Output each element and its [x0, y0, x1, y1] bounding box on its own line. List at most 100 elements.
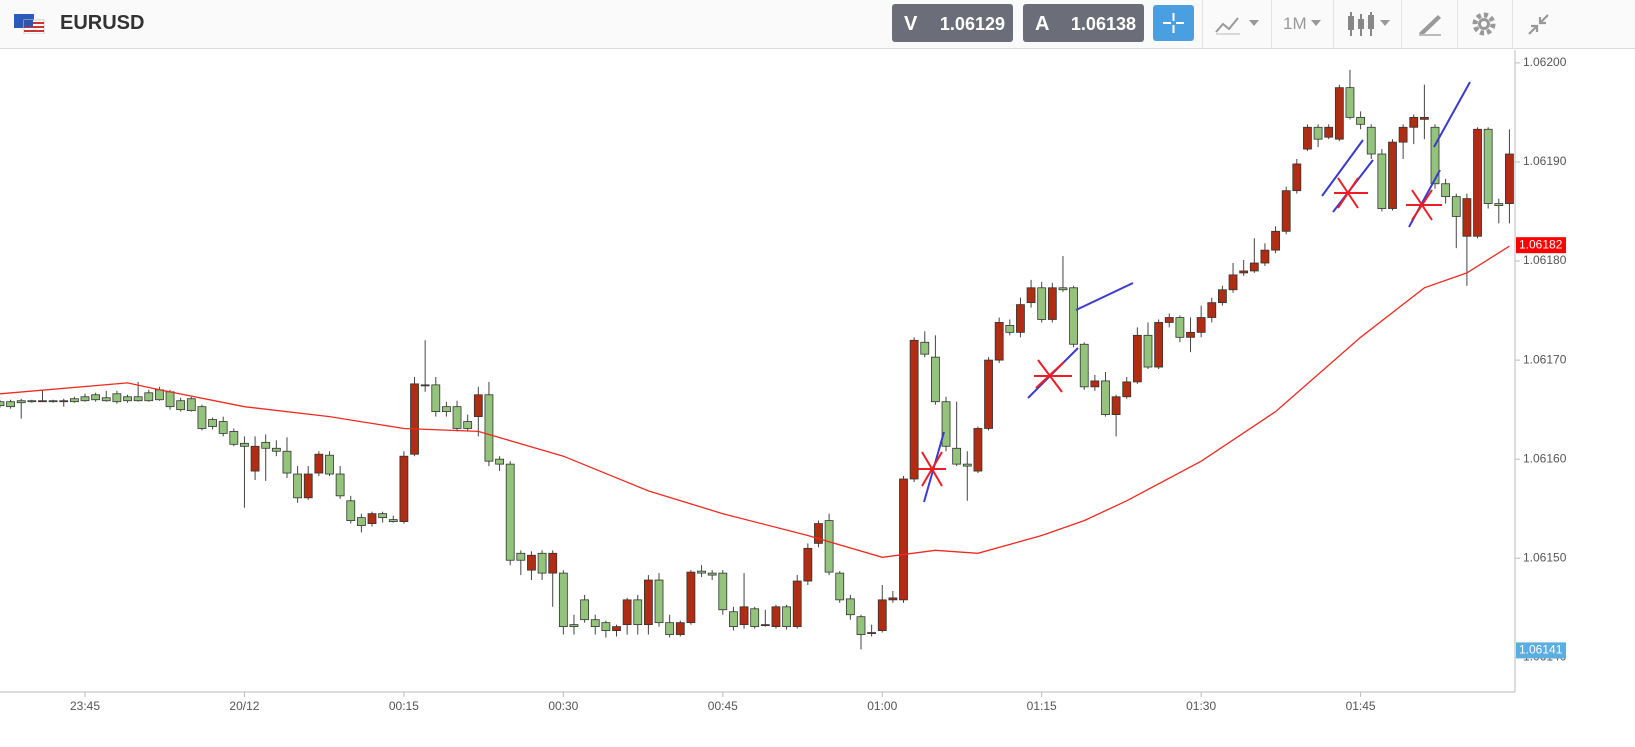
candle-body: [1377, 153, 1387, 209]
timeframe-button[interactable]: 1M: [1283, 14, 1307, 33]
candle-body: [569, 624, 579, 628]
candle-body: [665, 622, 675, 635]
candle-body: [1122, 381, 1132, 398]
flag-icon: [14, 14, 45, 34]
candle-body: [1016, 304, 1025, 333]
candle-body: [909, 339, 919, 480]
candle-body: [1345, 87, 1355, 118]
crosshair-button[interactable]: [1153, 5, 1194, 41]
candle-body: [1239, 270, 1249, 274]
candle-body: [1047, 287, 1057, 320]
candle-body: [6, 401, 15, 408]
candle-body: [1483, 128, 1493, 204]
candle-body: [91, 394, 101, 401]
candle-body: [1058, 287, 1068, 291]
candle-body: [0, 401, 5, 407]
y-tick-label: 1.06200: [1523, 55, 1567, 69]
candle-body: [101, 397, 111, 402]
axes: 1.06200 1.06190 1.06180 1.06170 1.06160 1.061…: [0, 50, 1567, 713]
candle-body: [697, 570, 706, 574]
candle-body: [16, 400, 26, 404]
candle-body: [1324, 126, 1334, 138]
candle-body: [420, 384, 430, 387]
collapse-button[interactable]: [1526, 12, 1552, 38]
candle-body: [612, 626, 621, 631]
candle-body: [1111, 396, 1121, 415]
candle-body: [1249, 262, 1259, 272]
candle-body: [633, 599, 643, 626]
candle-body: [1164, 317, 1174, 323]
candle-body: [792, 580, 802, 628]
candle-body: [495, 458, 504, 465]
candle-body: [527, 554, 536, 571]
drawings: [918, 81, 1471, 503]
candle-body: [1218, 289, 1227, 304]
sell-button[interactable]: V 1.06129: [892, 4, 1013, 42]
candle-body: [814, 523, 823, 544]
candle-body: [229, 431, 239, 445]
candle-body: [218, 421, 228, 434]
y-tick-label: 1.06170: [1523, 352, 1567, 366]
candle-body: [176, 400, 186, 411]
candle-body: [367, 513, 377, 524]
candle-body: [38, 400, 47, 403]
moving-average-line: [0, 245, 1510, 558]
candle-body: [835, 572, 845, 601]
candle-body: [1430, 126, 1440, 185]
candle-body: [1271, 230, 1280, 251]
buy-label: A: [1035, 13, 1050, 35]
candle-body: [1186, 331, 1195, 338]
candle-body: [941, 401, 951, 447]
candle-body: [27, 400, 37, 403]
candle-body: [356, 517, 366, 526]
candle-body: [1132, 334, 1142, 383]
candle-body: [197, 406, 207, 429]
candle-body: [537, 552, 547, 574]
candle-body: [1505, 153, 1514, 204]
candle-body: [282, 450, 292, 474]
candle-body: [186, 398, 196, 412]
settings-button[interactable]: [1471, 11, 1497, 37]
candle-body: [1366, 126, 1376, 155]
candle-body: [899, 478, 908, 601]
candle-body: [590, 619, 600, 628]
candle-body: [867, 632, 877, 634]
candle-body: [1260, 249, 1270, 264]
x-tick-label: 00:30: [548, 699, 578, 713]
y-tick-label: 1.06190: [1523, 154, 1567, 168]
candle-body: [952, 447, 962, 465]
candle-body: [463, 421, 473, 429]
y-tick-label: 1.06160: [1523, 451, 1567, 465]
candle-body: [335, 473, 345, 497]
candle-body: [1409, 116, 1419, 128]
candle-body: [601, 622, 611, 631]
candle-body: [877, 599, 887, 631]
candle-body: [1398, 126, 1408, 143]
candle-body: [1494, 203, 1504, 206]
candle-body: [984, 359, 993, 429]
candle-body: [729, 611, 738, 628]
candle-body: [250, 445, 260, 472]
candle-type-button[interactable]: [1344, 10, 1394, 38]
candle-body: [80, 396, 90, 402]
candle-body: [1090, 380, 1100, 388]
candle-body: [1292, 163, 1302, 192]
candle-body: [750, 608, 760, 628]
candle-body: [473, 394, 483, 417]
candle-body: [1175, 317, 1185, 338]
buy-button[interactable]: A 1.06138: [1023, 4, 1144, 42]
candle-body: [1356, 116, 1365, 125]
candle-body: [1026, 287, 1036, 304]
candle-body: [888, 597, 898, 601]
candle-body: [1313, 126, 1323, 140]
candle-body: [1334, 87, 1344, 140]
chart-type-button[interactable]: [1213, 12, 1263, 36]
sell-price: 1.06129: [939, 14, 1005, 34]
candle-body: [516, 552, 526, 561]
draw-button[interactable]: [1416, 11, 1444, 37]
candle-body: [484, 394, 494, 462]
candle-body: [654, 579, 664, 624]
candle-body: [718, 572, 728, 611]
